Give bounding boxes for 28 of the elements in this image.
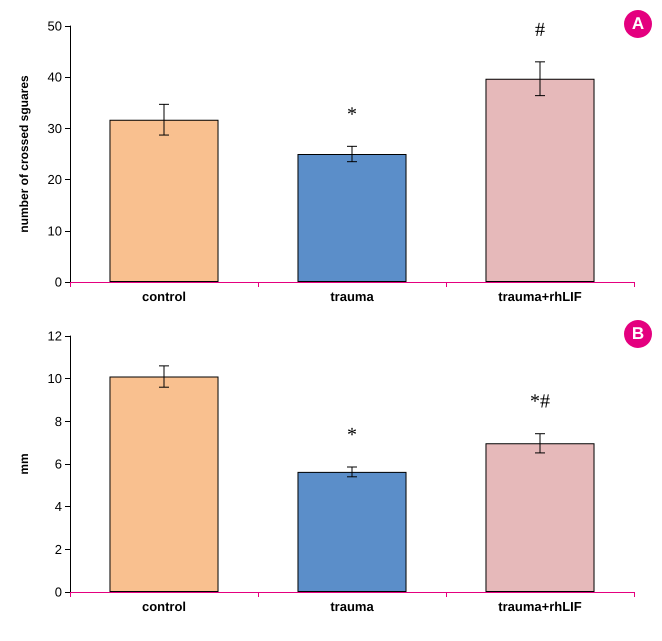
bar: [297, 472, 407, 592]
y-tick-label: 10: [48, 223, 62, 238]
x-tick-label: trauma+rhLIF: [498, 289, 582, 304]
x-tick-label: control: [142, 599, 186, 614]
annotation: *: [347, 103, 357, 126]
y-tick-label: 4: [54, 499, 62, 514]
annotation: *#: [530, 390, 550, 413]
annotation: #: [535, 18, 545, 41]
y-tick-label: 10: [48, 371, 62, 386]
x-tick-label: trauma: [330, 289, 374, 304]
y-tick-label: 2: [54, 542, 62, 557]
annotation: B: [624, 320, 652, 348]
y-tick-label: 40: [48, 70, 62, 85]
y-tick-label: 0: [54, 584, 62, 600]
y-tick-label: 0: [54, 274, 62, 290]
y-tick-label: 12: [48, 328, 62, 344]
y-tick-label: 20: [48, 172, 62, 188]
x-tick-label: trauma: [330, 599, 374, 614]
y-tick-label: 8: [54, 414, 62, 429]
y-tick-label: 6: [54, 456, 62, 472]
x-tick-label: trauma+rhLIF: [498, 599, 582, 614]
annotation: *: [347, 424, 357, 446]
x-tick-label: control: [142, 289, 186, 304]
y-tick-label: 50: [48, 18, 62, 34]
y-axis-title: mm: [17, 453, 31, 475]
annotation: A: [624, 10, 652, 38]
y-axis-title: number of crossed sguares: [17, 74, 31, 233]
y-tick-label: 30: [48, 120, 62, 136]
